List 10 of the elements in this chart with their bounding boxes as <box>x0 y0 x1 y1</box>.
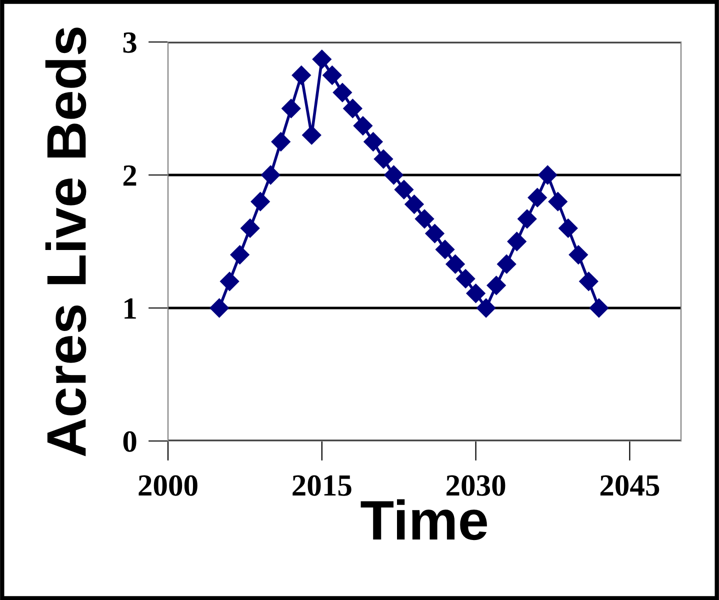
x-tick-label: 2000 <box>138 475 198 496</box>
y-axis-title: Acres Live Beds <box>45 28 86 456</box>
x-tick-label: 2030 <box>446 475 506 496</box>
y-tick-label: 2 <box>123 165 136 186</box>
x-tick-label: 2045 <box>600 475 660 496</box>
x-tick-label: 2015 <box>292 475 352 496</box>
y-tick-label: 1 <box>124 298 136 319</box>
y-tick-label: 3 <box>123 32 136 53</box>
y-tick-label: 0 <box>123 431 136 452</box>
x-axis-title: Time <box>360 499 487 540</box>
